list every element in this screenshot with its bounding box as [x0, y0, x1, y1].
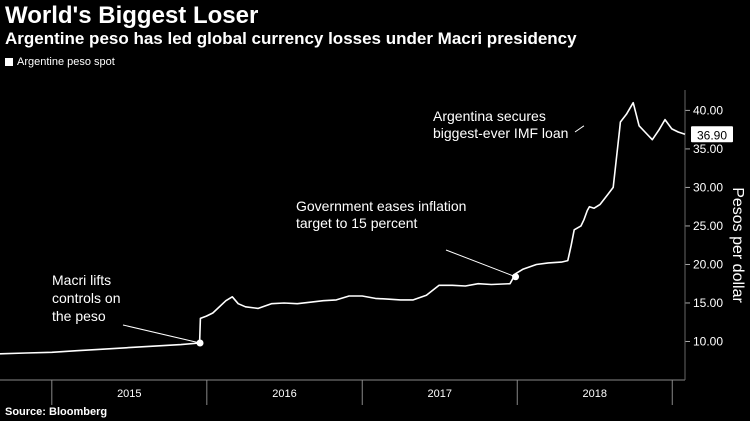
series-line [0, 101, 686, 355]
annotation-macri-leader [122, 324, 201, 344]
last-value-label: 36.90 [697, 128, 727, 142]
last-value-box [691, 126, 733, 143]
x-tick-label: 2018 [583, 388, 607, 400]
annotation-imf-text: Argentina secures [433, 108, 546, 124]
y-tick-label: 40.00 [693, 103, 723, 117]
legend-swatch [5, 58, 13, 66]
annotation-inflation-text: target to 15 percent [296, 215, 418, 231]
y-tick-label: 15.00 [693, 296, 723, 310]
annotation-inflation-text: Government eases inflation [296, 198, 466, 214]
y-tick-label: 20.00 [693, 257, 723, 271]
y-tick-label: 30.00 [693, 180, 723, 194]
annotation-macri-text: controls on [52, 290, 120, 306]
source-note: Source: Bloomberg [5, 406, 108, 418]
annotation-imf-leader [574, 125, 585, 133]
annotation-inflation-leader [445, 249, 516, 278]
y-tick-label: 10.00 [693, 334, 723, 348]
chart-subtitle: Argentine peso has led global currency l… [5, 29, 577, 48]
legend: Argentine peso spot [5, 56, 115, 68]
annotation-imf-text: biggest-ever IMF loan [433, 125, 568, 141]
x-tick-label: 2015 [117, 388, 141, 400]
chart-title: World's Biggest Loser [5, 2, 259, 29]
legend-label: Argentine peso spot [17, 56, 115, 68]
annotation-macri-text: Macri lifts [52, 272, 111, 288]
x-tick-label: 2016 [272, 388, 296, 400]
annotation-macri-dot [196, 339, 204, 347]
annotation-macri-text: the peso [52, 308, 106, 324]
annotation-inflation-dot [512, 273, 520, 281]
x-tick-label: 2017 [428, 388, 452, 400]
y-tick-label: 35.00 [693, 142, 723, 156]
y-tick-label: 25.00 [693, 219, 723, 233]
y-axis-label: Pesos per dollar [729, 187, 746, 303]
